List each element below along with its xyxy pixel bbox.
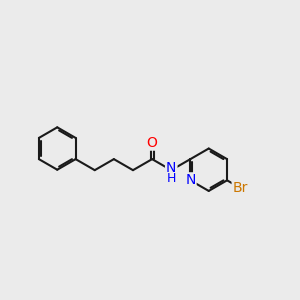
Text: Br: Br — [232, 181, 248, 195]
Text: H: H — [167, 172, 176, 185]
Text: N: N — [185, 173, 196, 187]
Text: O: O — [147, 136, 158, 150]
Text: N: N — [166, 161, 176, 176]
